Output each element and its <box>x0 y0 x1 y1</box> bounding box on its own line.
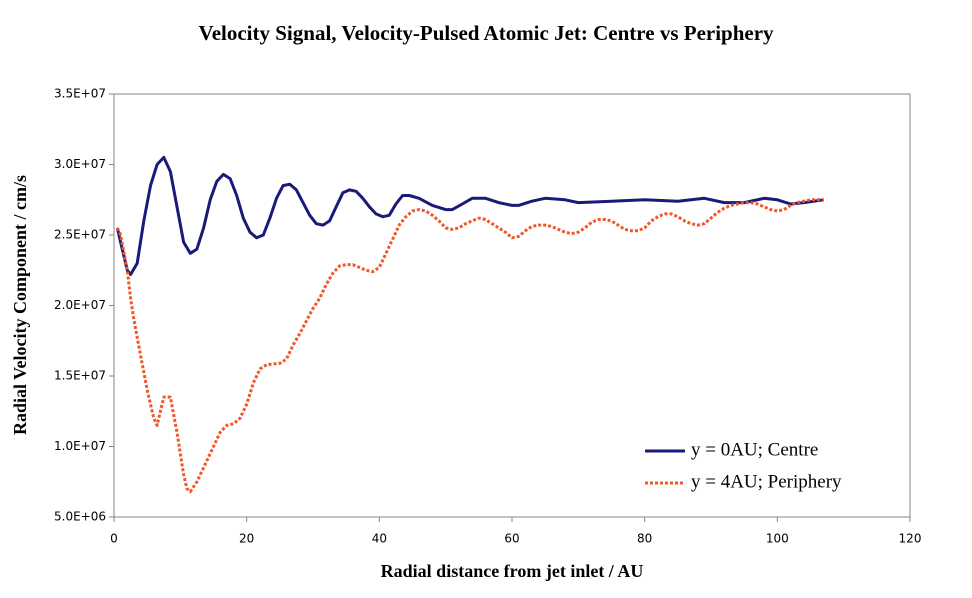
legend-label: y = 4AU; Periphery <box>691 471 842 492</box>
series-line <box>115 155 825 276</box>
x-tick-label: 120 <box>899 532 922 546</box>
x-tick-label: 0 <box>110 532 118 546</box>
x-tick-label: 100 <box>766 532 789 546</box>
y-tick-label: 2.5E+07 <box>54 228 106 242</box>
x-tick-label: 20 <box>239 532 254 546</box>
x-tick-label: 40 <box>372 532 387 546</box>
y-tick-label: 3.5E+07 <box>54 87 106 101</box>
y-tick-label: 5.0E+06 <box>54 510 106 524</box>
y-axis-label: Radial Velocity Component / cm/s <box>10 175 30 435</box>
x-axis-label: Radial distance from jet inlet / AU <box>381 561 644 581</box>
y-tick-label: 1.0E+07 <box>54 439 106 453</box>
series-line <box>115 198 824 494</box>
y-tick-label: 2.0E+07 <box>54 298 106 312</box>
y-tick-label: 3.0E+07 <box>54 157 106 171</box>
x-tick-label: 60 <box>504 532 519 546</box>
y-tick-label: 1.5E+07 <box>54 369 106 383</box>
chart-title: Velocity Signal, Velocity-Pulsed Atomic … <box>198 21 774 45</box>
x-tick-label: 80 <box>637 532 652 546</box>
legend-label: y = 0AU; Centre <box>691 439 818 460</box>
